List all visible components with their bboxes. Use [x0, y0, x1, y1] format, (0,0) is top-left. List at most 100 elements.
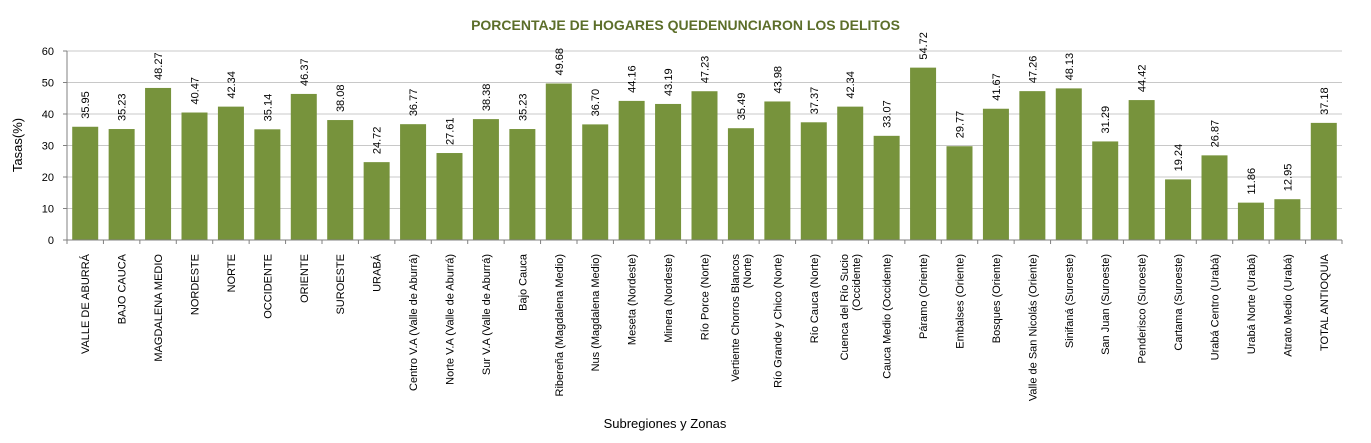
- bar: [800, 122, 827, 240]
- x-tick-label: Río Porce (Norte): [700, 254, 712, 340]
- x-tick-label: Río Cauca (Norte): [809, 254, 821, 343]
- x-axis-title: Subregiones y Zonas: [604, 416, 727, 431]
- data-label: 38.08: [335, 85, 347, 113]
- data-label: 35.95: [80, 91, 92, 119]
- data-label: 36.77: [408, 89, 420, 117]
- y-tick-label: 30: [42, 141, 54, 153]
- data-label: 33.07: [882, 100, 894, 128]
- bar: [727, 128, 754, 240]
- data-label: 37.18: [1319, 87, 1331, 115]
- x-tick-label: Bajo Cauca: [517, 253, 529, 311]
- x-tick-label: Cartama (Suroeste): [1173, 254, 1185, 351]
- y-tick-label: 60: [42, 46, 54, 58]
- bar: [946, 146, 973, 240]
- bar: [1128, 100, 1155, 241]
- bar: [254, 129, 281, 240]
- bar: [108, 129, 135, 240]
- x-tick-label: Cuenca del Río Sucio: [839, 254, 851, 360]
- x-tick-label: VALLE DE ABURRÁ: [79, 253, 92, 354]
- bar: [764, 101, 791, 240]
- data-label: 36.70: [590, 89, 602, 117]
- x-tick-label: URABÁ: [371, 253, 384, 292]
- x-tick-label: MAGDALENA MEDIO: [153, 254, 165, 362]
- bar: [545, 83, 572, 241]
- x-tick-label: (Norte): [742, 254, 754, 288]
- y-tick-label: 0: [48, 235, 54, 247]
- data-label: 44.16: [627, 65, 639, 93]
- y-tick-label: 50: [42, 78, 54, 90]
- bar: [982, 108, 1009, 240]
- x-tick-label: Penderisco (Suroeste): [1137, 254, 1149, 363]
- bar: [436, 153, 463, 240]
- bar: [1019, 91, 1046, 240]
- data-label: 43.98: [772, 66, 784, 94]
- data-label: 19.24: [1173, 144, 1185, 172]
- data-label: 31.29: [1100, 106, 1112, 134]
- x-tick-label: Sur V.A (Valle de Aburrá): [481, 254, 493, 375]
- data-label: 12.95: [1282, 164, 1294, 192]
- bar: [618, 100, 645, 241]
- bar: [1237, 202, 1264, 240]
- x-tick-label: BAJO CAUCA: [117, 253, 129, 324]
- axes: [66, 51, 1342, 241]
- data-label: 44.42: [1137, 65, 1149, 93]
- y-tick-label: 20: [42, 172, 54, 184]
- bar: [1201, 155, 1228, 240]
- data-label: 27.61: [445, 117, 457, 145]
- bar: [582, 124, 609, 240]
- data-label: 41.67: [991, 73, 1003, 101]
- x-tick-label: Urabá Norte (Urabá): [1246, 254, 1258, 354]
- data-label: 47.26: [1027, 56, 1039, 84]
- x-tick-label: Páramo (Oriente): [918, 254, 930, 339]
- x-tick-label: OCCIDENTE: [262, 254, 274, 319]
- bar: [1310, 122, 1337, 240]
- bar: [181, 112, 208, 240]
- bar: [1092, 141, 1119, 240]
- value-labels: 35.95 35.23 48.27 40.47 42.34 35.14 46.37 38.08…: [80, 32, 1331, 195]
- x-tick-label: Minera (Nordeste): [663, 254, 675, 343]
- bars: [72, 67, 1337, 241]
- x-tick-label: Sinifaná (Suroeste): [1064, 254, 1076, 348]
- data-label: 35.23: [117, 93, 129, 121]
- x-tick-label: Vertiente Chorros Blancos: [730, 254, 742, 382]
- x-tick-label: Embalses (Oriente): [955, 254, 967, 349]
- bar: [691, 91, 718, 241]
- bar: [837, 106, 864, 240]
- x-tick-label: San Juan (Suroeste): [1100, 254, 1112, 355]
- data-label: 43.19: [663, 68, 675, 96]
- data-label: 48.13: [1064, 53, 1076, 81]
- x-axis-labels: VALLE DE ABURRÁ BAJO CAUCA MAGDALENA MEDIO…: [66, 240, 1343, 401]
- data-label: 35.14: [262, 94, 274, 122]
- data-label: 42.34: [226, 71, 238, 99]
- bar: [217, 106, 244, 240]
- x-tick-label: Atrato Medio (Urabá): [1282, 254, 1294, 357]
- data-label: 11.86: [1246, 168, 1258, 195]
- data-label: 49.68: [554, 48, 566, 76]
- bar: [910, 67, 937, 240]
- x-tick-label: Ribereña (Magdalena Medio): [554, 254, 566, 396]
- bar: [72, 126, 99, 240]
- y-tick-label: 10: [42, 204, 54, 216]
- bar: [327, 120, 354, 240]
- x-tick-label: Nus (Magdalena Medio): [590, 254, 602, 371]
- x-tick-label: Norte V.A (Valle de Aburrá): [445, 254, 457, 385]
- bar: [655, 103, 682, 240]
- x-tick-label: SUROESTE: [335, 254, 347, 315]
- x-tick-label: Cauca Medio (Occidente): [882, 254, 894, 379]
- bar: [1055, 88, 1082, 240]
- x-tick-label: Valle de San Nicolás (Oriente): [1027, 254, 1039, 401]
- x-tick-label: (Occidente): [851, 254, 863, 311]
- y-axis-title: Tasas(%): [10, 118, 25, 172]
- data-label: 42.34: [845, 71, 857, 99]
- data-label: 47.23: [700, 56, 712, 84]
- data-label: 24.72: [372, 127, 384, 155]
- y-axis-ticks: 0 10 20 30 40 50 60: [42, 46, 67, 247]
- data-label: 35.49: [736, 93, 748, 121]
- bar: [363, 162, 390, 240]
- x-tick-label: NORTE: [226, 254, 238, 292]
- bar: [509, 129, 536, 240]
- x-tick-label: NORDESTE: [190, 254, 202, 315]
- chart-title: PORCENTAJE DE HOGARES QUEDENUNCIARON LOS…: [471, 17, 900, 33]
- bar: [290, 93, 317, 240]
